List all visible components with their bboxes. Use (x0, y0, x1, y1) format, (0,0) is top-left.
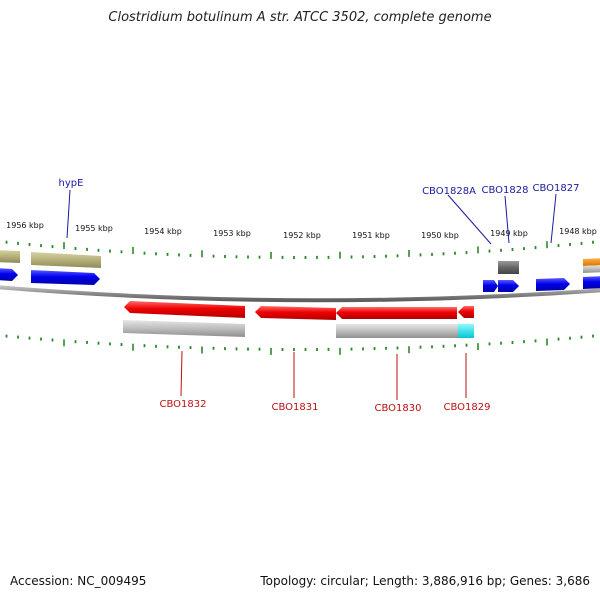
gene-CBO1830[interactable] (336, 307, 457, 319)
rna-gene-CBO1828[interactable] (498, 261, 519, 274)
scale-label-1955: 1955 kbp (75, 224, 113, 233)
pseudo-gene-hypE[interactable] (31, 252, 101, 268)
label-CBO1830[interactable]: CBO1830 (375, 403, 422, 414)
leader-hypE (66, 189, 71, 239)
scale-label-1952: 1952 kbp (283, 231, 321, 240)
scale-label-1950: 1950 kbp (421, 231, 459, 240)
outer-scale-ticks (5, 240, 594, 259)
gene-hypE[interactable] (31, 270, 100, 285)
label-CBO1831[interactable]: CBO1831 (272, 402, 319, 413)
leader-CBO1828A (447, 194, 492, 245)
scale-label-1954: 1954 kbp (144, 227, 182, 236)
inner-scale-ticks (5, 334, 594, 355)
map-title: Clostridium botulinum A str. ATCC 3502, … (108, 10, 492, 25)
pseudo-gene-left[interactable] (0, 250, 20, 263)
orange-gene-right-edge[interactable] (583, 258, 600, 266)
cds-shadow-CBO1832 (123, 320, 245, 337)
gene-CBO1828A[interactable] (483, 280, 498, 292)
scale-label-1948: 1948 kbp (559, 227, 597, 236)
scale-label-1951: 1951 kbp (352, 231, 390, 240)
reverse-gene-labels: CBO1832 CBO1831 CBO1830 CBO1829 (160, 399, 491, 414)
label-leader-lines (66, 189, 557, 400)
label-CBO1828A[interactable]: CBO1828A (422, 186, 476, 197)
gene-CBO1827[interactable] (536, 278, 570, 291)
scale-labels: 1956 kbp 1955 kbp 1954 kbp 1953 kbp 1952… (6, 221, 597, 240)
scale-label-1956: 1956 kbp (6, 221, 44, 230)
genome-summary-text: Topology: circular; Length: 3,886,916 bp… (260, 574, 590, 588)
scale-label-1949: 1949 kbp (490, 229, 528, 238)
label-hypE[interactable]: hypE (59, 178, 84, 189)
gene-forward-right-edge[interactable] (583, 276, 600, 289)
cds-shadow-CBO1830 (336, 324, 458, 338)
leader-CBO1832 (180, 350, 183, 397)
label-CBO1827[interactable]: CBO1827 (533, 183, 580, 194)
leader-CBO1827 (550, 193, 557, 244)
label-CBO1828[interactable]: CBO1828 (482, 185, 529, 196)
gene-CBO1832[interactable] (124, 301, 245, 318)
gene-CBO1831[interactable] (255, 306, 336, 320)
leader-CBO1828 (504, 195, 510, 244)
forward-strand-genes (0, 250, 600, 292)
gene-CBO1828[interactable] (498, 280, 519, 292)
reverse-strand-genes (123, 301, 474, 338)
scale-label-1953: 1953 kbp (213, 229, 251, 238)
cyan-segment-CBO1829 (458, 324, 474, 338)
forward-gene-labels: hypE CBO1828A CBO1828 CBO1827 (59, 178, 580, 197)
gene-forward-left-edge[interactable] (0, 268, 18, 281)
label-CBO1829[interactable]: CBO1829 (444, 402, 491, 413)
grey-gene-right-edge[interactable] (583, 265, 600, 273)
label-CBO1832[interactable]: CBO1832 (160, 399, 207, 410)
genome-backbone (0, 285, 600, 303)
gene-CBO1829[interactable] (458, 306, 474, 318)
accession-text: Accession: NC_009495 (10, 574, 147, 588)
